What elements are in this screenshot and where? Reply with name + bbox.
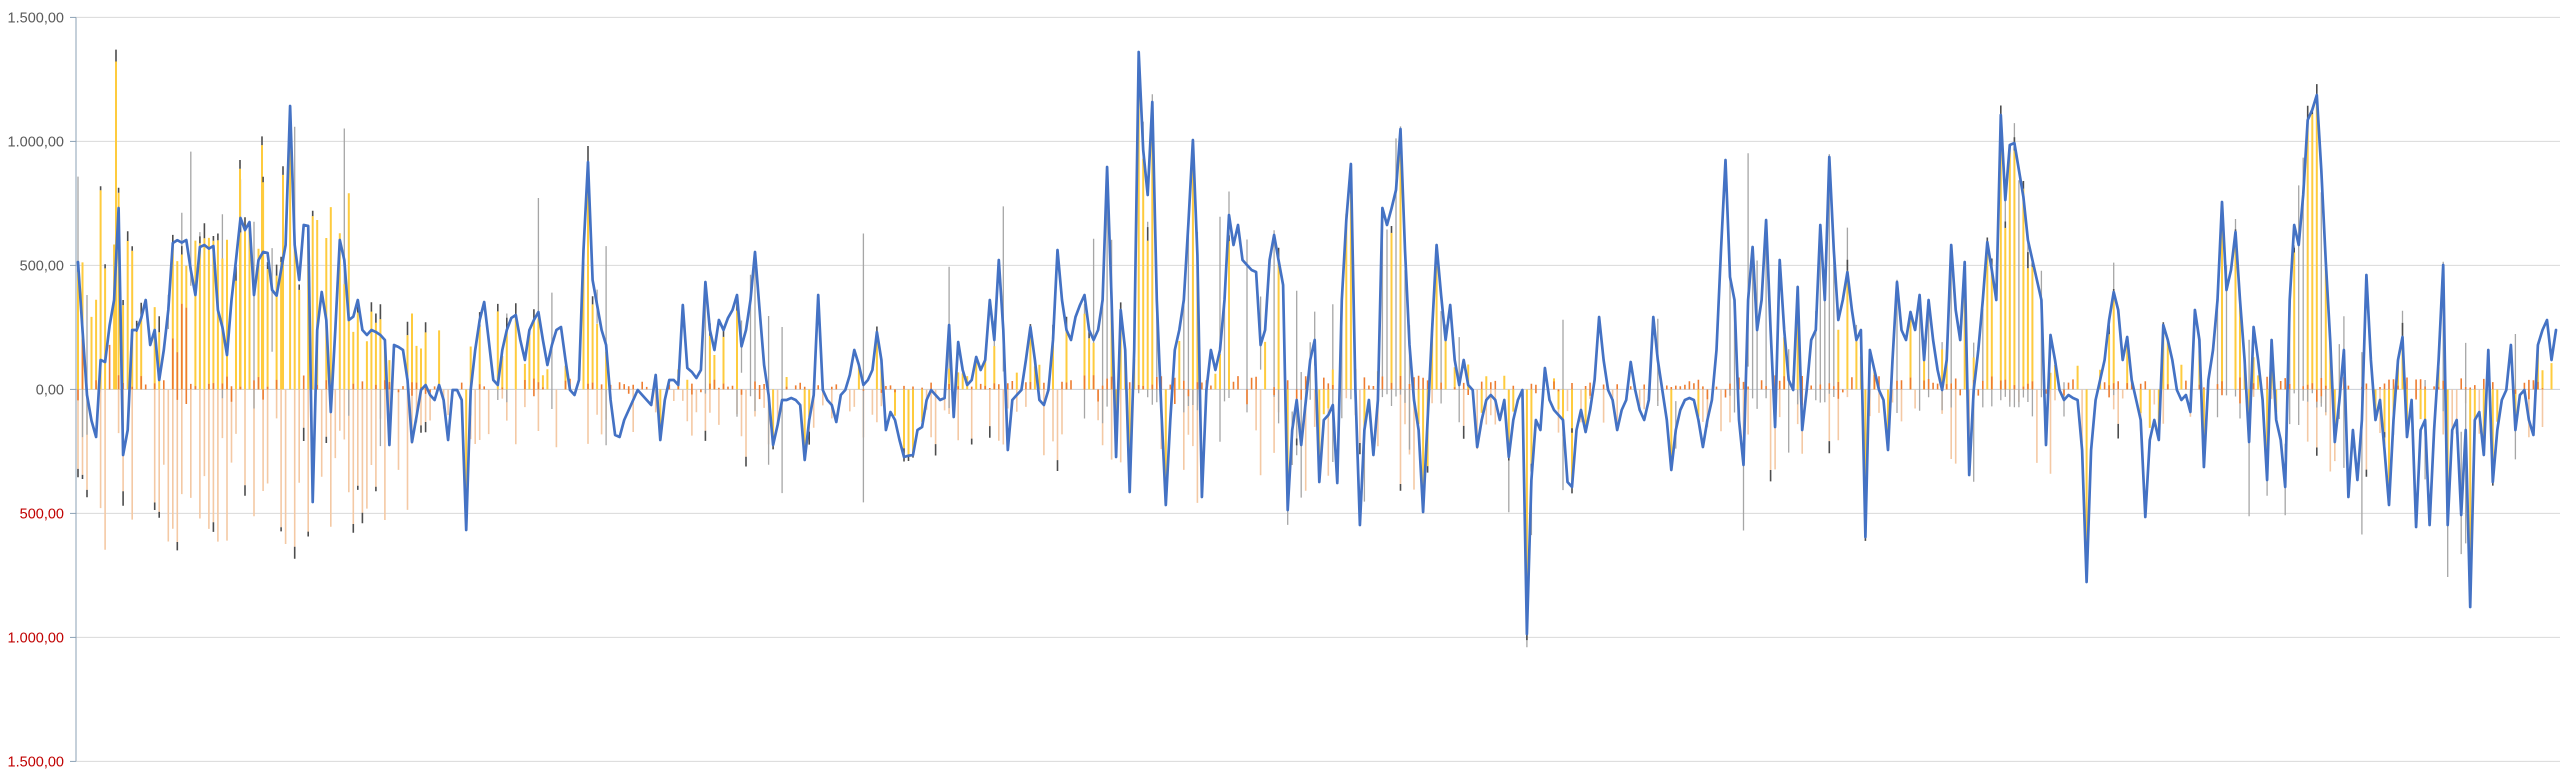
svg-text:500,00: 500,00 bbox=[20, 259, 64, 275]
svg-text:1.000,00: 1.000,00 bbox=[8, 631, 64, 647]
svg-text:1.500,00: 1.500,00 bbox=[8, 755, 64, 771]
svg-text:1.000,00: 1.000,00 bbox=[8, 135, 64, 151]
svg-text:0,00: 0,00 bbox=[36, 383, 64, 399]
svg-text:500,00: 500,00 bbox=[20, 507, 64, 523]
svg-text:1.500,00: 1.500,00 bbox=[8, 11, 64, 27]
